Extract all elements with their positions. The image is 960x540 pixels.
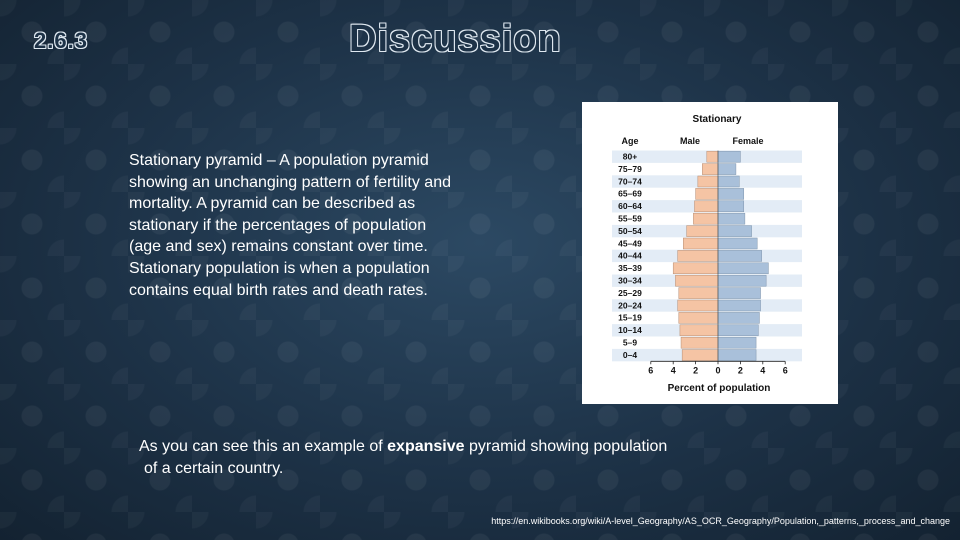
- age-tick-label: 5–9: [623, 338, 637, 348]
- male-bar: [672, 262, 719, 275]
- female-bar: [717, 188, 745, 200]
- x-tick-label: 2: [738, 365, 743, 375]
- age-tick-label: 20–24: [618, 300, 642, 310]
- caption-line2: of a certain country.: [144, 459, 284, 477]
- female-bar: [717, 262, 769, 275]
- definition-text: Stationary pyramid – A population pyrami…: [129, 152, 451, 299]
- male-bar: [706, 150, 719, 163]
- age-tick-label: 80+: [623, 152, 637, 162]
- caption-emphasis: expansive: [387, 438, 465, 455]
- age-tick-label: 35–39: [618, 263, 642, 273]
- age-tick-label: 25–29: [618, 288, 642, 298]
- caption-part2: pyramid showing population: [464, 438, 668, 455]
- male-bar: [679, 324, 719, 337]
- age-tick-label: 15–19: [618, 313, 642, 323]
- x-tick-label: 6: [783, 365, 788, 375]
- x-tick-label: 6: [648, 365, 653, 375]
- x-tick-label: 2: [693, 365, 698, 375]
- male-bar: [697, 175, 719, 188]
- female-bar: [717, 225, 752, 237]
- population-pyramid-chart: 80+ 75–79 70–74 65–69 60–64 55–59 50–54 45–49 40…: [582, 102, 838, 404]
- x-tick-label: 4: [760, 365, 765, 375]
- female-bar: [717, 324, 759, 337]
- male-bar: [693, 212, 719, 225]
- age-tick-label: 55–59: [618, 214, 642, 224]
- female-bar: [717, 250, 762, 262]
- female-bar: [717, 237, 758, 250]
- age-tick-label: 75–79: [618, 164, 642, 174]
- slide-title: Discussion: [349, 18, 562, 60]
- age-tick-label: 70–74: [618, 176, 642, 186]
- pyramid-svg: 80+75–7970–7465–6960–6455–5950–5445–4940…: [612, 114, 802, 394]
- male-bar: [694, 200, 719, 213]
- male-bar: [683, 237, 719, 250]
- female-bar: [717, 287, 761, 299]
- female-bar: [717, 349, 757, 361]
- age-tick-label: 60–64: [618, 201, 642, 211]
- age-tick-label: 45–49: [618, 238, 642, 248]
- x-tick-label: 4: [671, 365, 676, 375]
- male-header: Male: [680, 136, 700, 146]
- male-bar: [681, 349, 719, 361]
- female-bar: [717, 163, 737, 175]
- male-bar: [680, 336, 719, 349]
- male-bar: [702, 163, 719, 175]
- x-axis-label: Percent of population: [668, 383, 771, 394]
- x-tick-label: 0: [715, 365, 720, 375]
- female-bar: [717, 299, 761, 312]
- female-bar: [717, 175, 740, 188]
- chart-title: Stationary: [693, 114, 742, 125]
- age-header: Age: [621, 136, 638, 146]
- male-bar: [675, 274, 719, 287]
- age-tick-label: 0–4: [623, 350, 637, 360]
- age-tick-label: 50–54: [618, 226, 642, 236]
- age-tick-label: 30–34: [618, 276, 642, 286]
- male-bar: [677, 299, 719, 312]
- caption-part1: As you can see this an example of: [139, 438, 388, 455]
- female-bar: [717, 336, 757, 349]
- female-bar: [717, 212, 746, 225]
- female-bar: [717, 200, 745, 213]
- male-bar: [678, 287, 719, 299]
- caption-text: As you can see this an example of expans…: [139, 436, 779, 479]
- male-bar: [677, 250, 719, 262]
- female-bar: [717, 312, 760, 324]
- male-bar: [678, 312, 719, 324]
- female-bar: [717, 150, 741, 163]
- age-tick-label: 40–44: [618, 251, 642, 261]
- male-bar: [686, 225, 719, 237]
- age-tick-label: 10–14: [618, 325, 642, 335]
- source-link[interactable]: https://en.wikibooks.org/wiki/A-level_Ge…: [491, 516, 950, 526]
- male-bar: [695, 188, 719, 200]
- female-header: Female: [732, 136, 763, 146]
- female-bar: [717, 274, 767, 287]
- age-tick-label: 65–69: [618, 189, 642, 199]
- slide-number: 2.6.3: [34, 28, 88, 53]
